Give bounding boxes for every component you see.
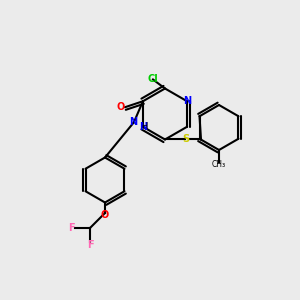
Text: N: N [139, 122, 147, 132]
Text: F: F [87, 240, 93, 250]
Text: H: H [141, 122, 148, 131]
Text: O: O [116, 102, 124, 112]
Text: N: N [183, 96, 191, 106]
Text: N: N [129, 117, 137, 127]
Text: Cl: Cl [148, 74, 158, 85]
Text: CH₃: CH₃ [212, 160, 226, 169]
Text: F: F [68, 223, 75, 233]
Text: S: S [182, 134, 190, 145]
Text: O: O [101, 209, 109, 220]
